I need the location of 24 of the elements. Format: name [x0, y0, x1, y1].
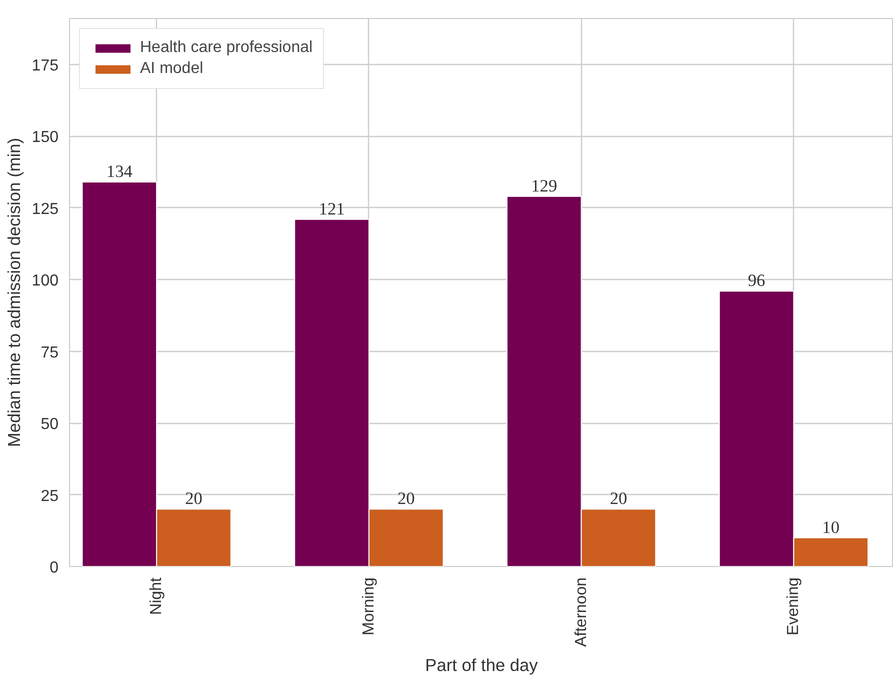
x-axis-title: Part of the day: [425, 654, 538, 675]
data-label: 10: [822, 518, 840, 537]
y-tick-label: 50: [40, 416, 59, 434]
y-tick-label: 100: [32, 272, 59, 290]
x-tick-label: Morning: [360, 577, 378, 636]
y-axis-title: Median time to admission decision (min): [4, 138, 24, 448]
y-tick-label: 25: [40, 488, 59, 505]
y-tick-label: 125: [32, 200, 59, 218]
legend-label: AI model: [140, 60, 204, 78]
data-label: 20: [610, 489, 628, 508]
y-tick-label: 175: [32, 57, 59, 74]
y-tick-label: 150: [32, 129, 59, 146]
y-tick-label: 0: [50, 560, 59, 576]
data-label: 129: [531, 176, 558, 196]
x-tick-label: Night: [148, 576, 166, 615]
data-label: 121: [318, 199, 345, 218]
x-tick-label: Afternoon: [572, 577, 590, 647]
data-label: 134: [106, 162, 133, 182]
legend-label: Health care professional: [140, 39, 313, 57]
x-tick-label: Evening: [785, 577, 802, 636]
data-label: 20: [397, 489, 415, 508]
data-label: 20: [185, 489, 202, 508]
data-label: 96: [748, 271, 766, 290]
y-tick-label: 75: [40, 344, 59, 362]
